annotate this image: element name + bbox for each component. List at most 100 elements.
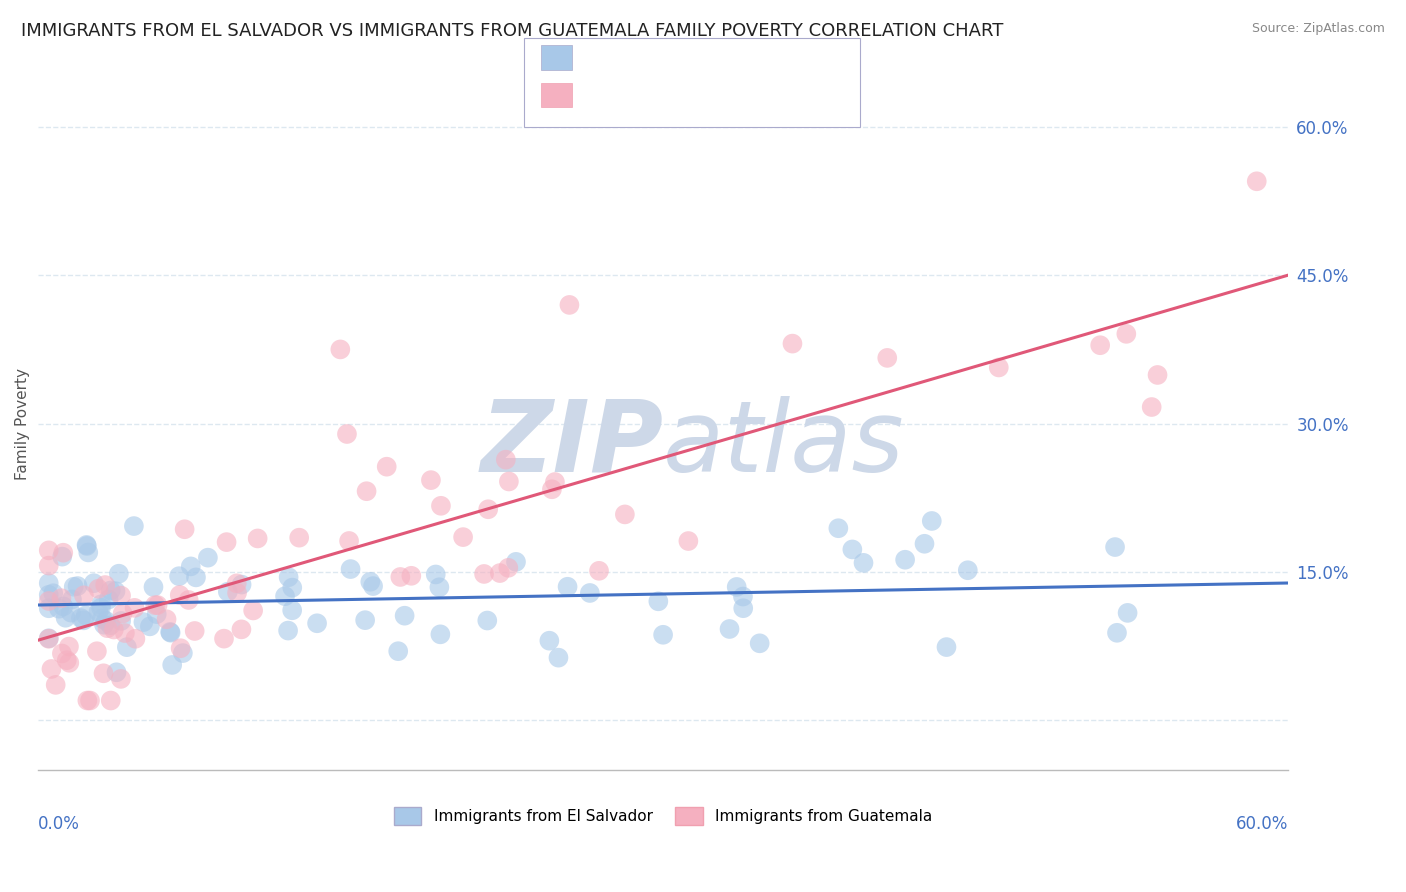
Point [100,693,122,707]
Point [90,600,112,615]
Point [1146,368,1168,382]
Point [51,549,73,564]
Point [472,566,495,581]
Point [94,578,117,592]
Point [359,574,381,589]
Point [547,650,569,665]
Point [225,576,247,591]
Point [401,569,423,583]
Point [277,624,299,638]
Point [45,678,67,692]
Point [339,562,361,576]
Point [38,601,60,615]
Point [73,613,96,627]
Point [38,543,60,558]
Point [375,459,398,474]
Point [420,473,443,487]
Point [83,576,105,591]
Text: Source: ZipAtlas.com: Source: ZipAtlas.com [1251,22,1385,36]
Point [678,534,700,549]
Point [87,582,110,596]
Point [329,343,352,357]
Point [429,627,451,641]
Point [124,632,146,646]
Point [718,622,741,636]
Point [281,581,304,595]
Point [172,646,194,660]
Point [55,611,77,625]
Point [429,580,451,594]
Point [105,665,128,680]
Point [498,561,520,575]
Point [79,693,101,707]
Point [93,666,115,681]
Point [160,657,183,672]
Point [197,550,219,565]
Point [169,641,191,656]
Point [108,566,131,581]
Point [93,617,115,632]
Point [733,601,755,615]
Point [60,592,83,607]
Point [477,502,499,516]
Point [155,612,177,626]
Point [215,535,238,549]
Point [58,640,80,654]
Point [139,619,162,633]
Point [87,605,110,619]
Point [1140,400,1163,414]
Point [142,580,165,594]
Point [59,606,82,620]
Text: atlas: atlas [664,396,905,493]
Point [307,616,329,631]
Point [90,597,112,611]
Point [56,653,79,667]
Point [782,336,804,351]
Point [1115,326,1137,341]
Point [505,555,527,569]
Point [159,625,181,640]
Point [91,611,114,625]
Point [281,603,304,617]
Point [748,636,770,650]
Point [70,611,93,625]
Point [841,542,863,557]
Point [274,589,297,603]
Point [51,591,73,606]
Point [894,552,917,566]
Point [361,579,384,593]
Point [75,608,97,623]
Point [389,570,412,584]
Text: 0.0%: 0.0% [38,814,80,833]
Point [167,569,190,583]
Point [226,586,249,600]
Point [73,588,96,602]
Point [41,662,63,676]
Point [143,598,166,612]
Point [647,594,669,608]
Point [177,593,200,607]
Point [425,567,447,582]
Point [336,427,359,442]
Point [146,598,169,612]
Point [110,614,132,628]
Point [430,499,453,513]
Point [852,556,875,570]
Point [110,589,132,603]
Point [104,584,127,599]
Point [51,647,73,661]
Point [489,566,512,580]
Point [876,351,898,365]
Point [62,580,84,594]
Point [242,603,264,617]
Point [277,570,299,584]
Point [52,599,75,614]
Text: 60.0%: 60.0% [1236,814,1288,833]
Point [1104,540,1126,554]
Point [288,531,311,545]
Point [169,588,191,602]
Point [935,640,957,654]
Point [76,539,98,553]
Point [914,537,936,551]
Point [38,594,60,608]
